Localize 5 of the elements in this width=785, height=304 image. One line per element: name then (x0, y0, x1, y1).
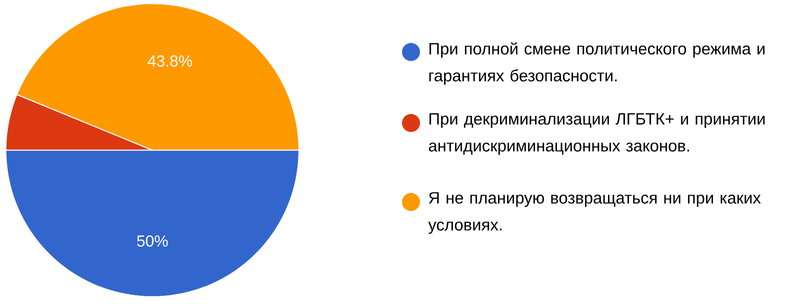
legend-label: Я не планирую возвращаться ни при каких условиях. (428, 192, 761, 234)
data-label: 43.8% (148, 55, 192, 67)
legend-label: При полной смене политического режима и гарантиях безопасности. (429, 42, 764, 85)
legend-label: При декриминализации ЛГБТК+ и принятии антидискриминационных законов. (428, 113, 765, 155)
data-label: 50% (137, 235, 168, 247)
